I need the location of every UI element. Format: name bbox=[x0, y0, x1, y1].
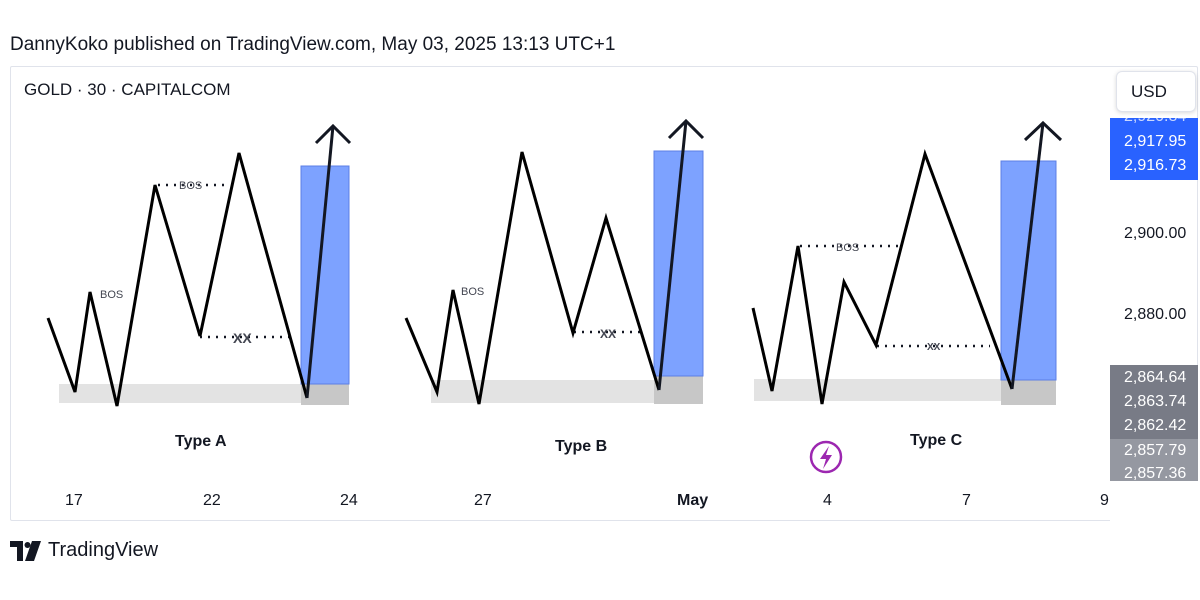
xx-label-a: XX bbox=[233, 330, 252, 346]
x-tick-4: 4 bbox=[823, 492, 832, 509]
zigzag-path-b bbox=[404, 151, 661, 405]
zigzag-path-a bbox=[46, 152, 309, 407]
x-tick-9: 9 bbox=[1100, 492, 1109, 509]
price-tag-group-gray: 2,864.64 2,863.74 2,862.42 2,857.79 2,85… bbox=[1110, 365, 1198, 482]
arrow-shaft-a bbox=[305, 125, 335, 399]
publish-header: DannyKoko published on TradingView.com, … bbox=[10, 34, 616, 55]
arrow-head-a bbox=[314, 123, 352, 145]
x-tick-22: 22 bbox=[203, 492, 221, 509]
price-tag-group-blue: 2,920.84 2,917.95 2,916.73 bbox=[1110, 108, 1198, 180]
price-tag-gray-4: 2,857.79 bbox=[1124, 442, 1186, 459]
bos-label-c: BOS bbox=[836, 242, 859, 254]
tradingview-logo-icon bbox=[10, 540, 41, 561]
support-zone-a-dark bbox=[301, 384, 349, 405]
type-label-c: Type C bbox=[910, 432, 963, 449]
chart-frame[interactable] bbox=[10, 66, 1198, 521]
type-label-a: Type A bbox=[175, 433, 227, 450]
price-tag-gray-1: 2,864.64 bbox=[1124, 369, 1186, 386]
tradingview-logo[interactable]: TradingView bbox=[10, 539, 158, 562]
flash-event-icon[interactable] bbox=[809, 440, 843, 474]
price-tag-blue-partial: 2,920.84 bbox=[1124, 108, 1186, 125]
support-zone-b bbox=[431, 380, 703, 403]
support-zone-b-dark bbox=[654, 376, 703, 404]
symbol-title: GOLD · 30 · CAPITALCOM bbox=[24, 80, 231, 99]
y-axis-label-2880: 2,880.00 bbox=[1124, 306, 1186, 323]
type-label-b: Type B bbox=[555, 438, 607, 455]
x-tick-7: 7 bbox=[962, 492, 971, 509]
arrow-shaft-c bbox=[1010, 122, 1045, 390]
price-tag-gray-5: 2,857.36 bbox=[1124, 465, 1186, 482]
x-tick-24: 24 bbox=[340, 492, 358, 509]
long-zone-c bbox=[1000, 160, 1057, 381]
support-zone-a bbox=[59, 384, 349, 403]
arrow-head-b bbox=[667, 118, 705, 140]
bos-label-b: BOS bbox=[461, 286, 484, 298]
xx-label-b: XX bbox=[600, 327, 616, 341]
currency-button[interactable]: USD bbox=[1116, 71, 1196, 112]
price-tag-blue-2: 2,916.73 bbox=[1124, 157, 1186, 174]
xx-label-c: XX bbox=[927, 342, 941, 353]
arrow-head-c bbox=[1023, 120, 1063, 142]
price-tag-gray-2: 2,863.74 bbox=[1124, 393, 1186, 410]
price-tag-gray-3: 2,862.42 bbox=[1124, 417, 1186, 434]
zigzag-path-c bbox=[751, 148, 1014, 405]
bos-label-a1: BOS bbox=[100, 289, 123, 301]
price-tag-blue-1: 2,917.95 bbox=[1124, 133, 1186, 150]
x-tick-17: 17 bbox=[65, 492, 83, 509]
bos-label-a2: BOS bbox=[179, 180, 202, 192]
x-tick-may: May bbox=[677, 492, 708, 509]
support-zone-c bbox=[754, 379, 1056, 401]
arrow-shaft-b bbox=[657, 120, 688, 391]
x-tick-27: 27 bbox=[474, 492, 492, 509]
tradingview-brand-text: TradingView bbox=[48, 539, 159, 561]
y-axis-label-2900: 2,900.00 bbox=[1124, 225, 1186, 242]
